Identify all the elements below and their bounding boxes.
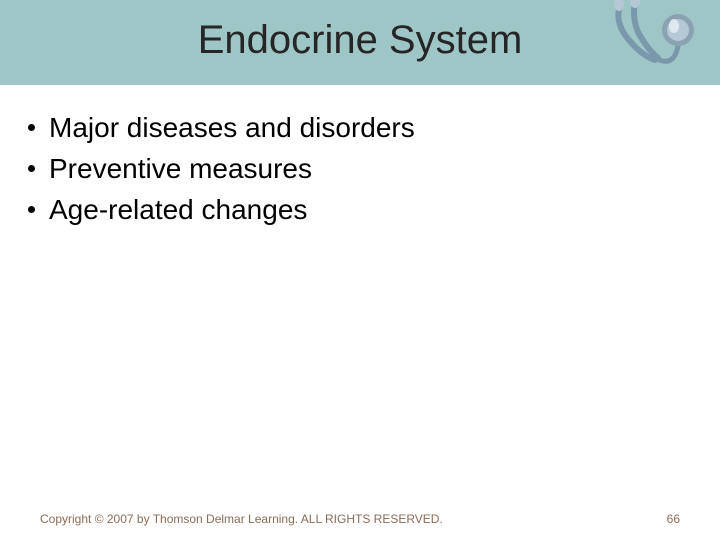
copyright-text: Copyright © 2007 by Thomson Delmar Learn… [40, 512, 443, 526]
bullet-dot-icon [28, 124, 35, 131]
bullet-text: Age-related changes [49, 192, 307, 227]
bullet-text: Preventive measures [49, 151, 312, 186]
bullet-text: Major diseases and disorders [49, 110, 415, 145]
footer: Copyright © 2007 by Thomson Delmar Learn… [0, 512, 720, 526]
list-item: Preventive measures [28, 151, 692, 186]
slide-title: Endocrine System [0, 18, 720, 63]
list-item: Major diseases and disorders [28, 110, 692, 145]
list-item: Age-related changes [28, 192, 692, 227]
bullet-dot-icon [28, 206, 35, 213]
bullet-dot-icon [28, 165, 35, 172]
bullet-list: Major diseases and disorders Preventive … [28, 110, 692, 233]
page-number: 66 [667, 512, 680, 526]
